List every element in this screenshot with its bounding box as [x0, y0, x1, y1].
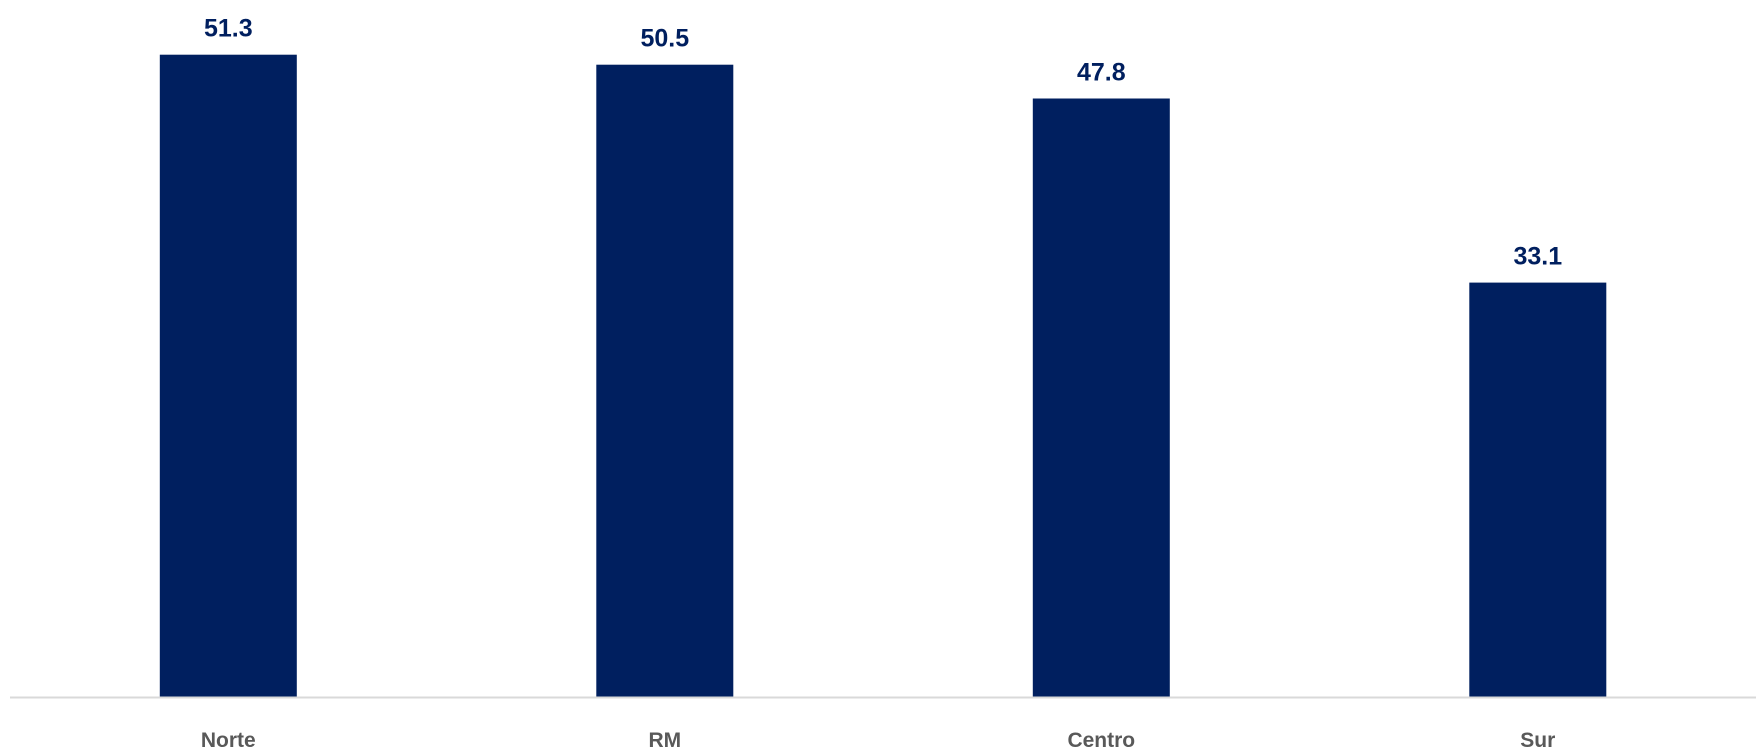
x-tick-label-rm: RM	[648, 729, 681, 751]
x-tick-label-norte: Norte	[201, 729, 256, 751]
bar-norte	[159, 54, 297, 697]
x-tick-label-centro: Centro	[1067, 729, 1135, 751]
x-tick-labels-group: Norte RM Centro Sur	[201, 729, 1555, 751]
value-label-norte: 51.3	[204, 15, 253, 43]
value-label-rm: 50.5	[640, 25, 689, 53]
bar-sur	[1469, 282, 1607, 697]
bars-group	[159, 54, 1607, 697]
bar-centro	[1032, 98, 1170, 697]
value-label-centro: 47.8	[1077, 59, 1126, 87]
bar-rm	[596, 64, 734, 697]
value-labels-group: 51.3 50.5 47.8 33.1	[204, 15, 1562, 271]
value-label-sur: 33.1	[1513, 243, 1562, 271]
x-tick-label-sur: Sur	[1520, 729, 1555, 751]
